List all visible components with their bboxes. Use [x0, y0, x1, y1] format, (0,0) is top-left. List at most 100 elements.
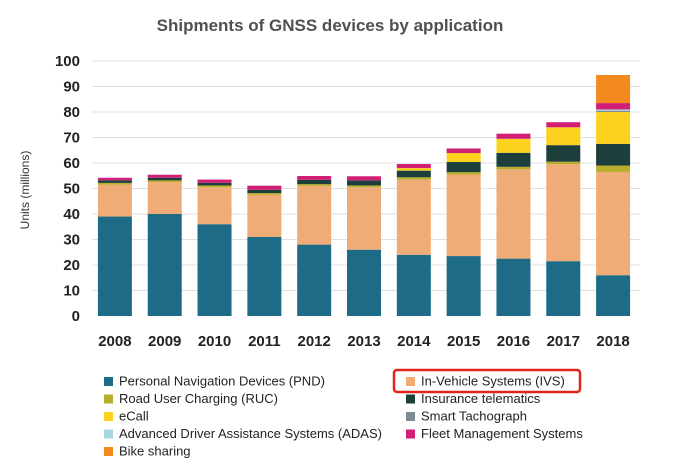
bar-segment [596, 112, 631, 144]
bar-segment [496, 138, 531, 153]
bar-segment [97, 182, 132, 185]
y-tick-label: 80 [63, 104, 80, 121]
bar-segment [546, 145, 581, 162]
bar-segment [496, 169, 531, 259]
bar-segment [197, 179, 232, 183]
bar-segment [596, 165, 631, 172]
bar-segment [197, 224, 232, 316]
bar-segment [446, 148, 481, 154]
legend-label: Personal Navigation Devices (PND) [119, 374, 325, 389]
bar-segment [546, 161, 581, 165]
bar-segment [596, 110, 631, 112]
legend-swatch [406, 394, 415, 404]
bar-segment [247, 236, 282, 316]
legend-swatch [406, 429, 415, 439]
bar-segment [546, 164, 581, 262]
bar-segment [297, 179, 332, 185]
legend-label: In-Vehicle Systems (IVS) [421, 374, 565, 389]
x-tick-label: 2013 [347, 333, 380, 350]
bar-segment [546, 261, 581, 316]
bar-segment [297, 184, 332, 186]
x-tick-labels: 2008 2009 2010 2011 2012 2013 2014 2015 2016 2017… [98, 333, 630, 350]
legend-label: Advanced Driver Assistance Systems (ADAS… [119, 426, 382, 441]
bar-segment [496, 258, 531, 316]
legend-label: eCall [119, 409, 149, 424]
bar-segment [147, 177, 182, 181]
bar-segment [147, 214, 182, 316]
bar-segment [297, 176, 332, 180]
bar-segment [297, 244, 332, 316]
legend-swatch [104, 429, 113, 439]
x-tick-label: 2014 [397, 333, 431, 350]
bar-segment [446, 161, 481, 173]
x-tick-label: 2016 [497, 333, 530, 350]
legend: Personal Navigation Devices (PND) In-Vehi… [104, 368, 583, 459]
legend-label: Road User Charging (RUC) [119, 391, 278, 406]
bar-segment [396, 179, 431, 255]
legend-swatch [104, 394, 113, 404]
y-tick-labels: 0 10 20 30 40 50 60 70 80 90 100 [55, 53, 80, 325]
bar-segment [396, 168, 431, 171]
bar-segment [396, 177, 431, 180]
x-tick-label: 2018 [596, 333, 629, 350]
bar-segment [347, 176, 381, 181]
bar-segment [97, 184, 132, 217]
y-tick-label: 10 [63, 283, 80, 300]
bar-segment [347, 249, 381, 316]
bar-segment [596, 171, 631, 276]
y-tick-label: 50 [63, 181, 80, 198]
bar-segment [496, 166, 531, 170]
x-tick-label: 2011 [248, 333, 281, 350]
bar-segment [247, 193, 282, 195]
bar-segment [396, 170, 431, 178]
bar-segment [347, 187, 381, 250]
bars [97, 75, 631, 316]
bar-segment [596, 109, 631, 111]
y-tick-label: 40 [63, 206, 80, 223]
bar-segment [496, 152, 531, 167]
legend-label: Insurance telematics [421, 391, 541, 406]
legend-swatch [406, 377, 415, 386]
bar-segment [197, 185, 232, 188]
bar-segment [247, 185, 282, 190]
y-tick-label: 60 [63, 155, 80, 172]
bar-segment [546, 122, 581, 128]
y-tick-label: 20 [63, 257, 80, 274]
bar-segment [147, 182, 182, 214]
bar-segment [147, 174, 182, 178]
y-tick-label: 0 [72, 308, 80, 325]
bar-segment [347, 180, 381, 186]
bar-segment [596, 103, 631, 110]
bar-segment [496, 133, 531, 139]
x-tick-label: 2015 [447, 333, 480, 350]
bar-segment [596, 75, 631, 104]
legend-label: Smart Tachograph [421, 409, 527, 424]
x-tick-label: 2008 [98, 333, 131, 350]
bar-segment [97, 177, 132, 181]
bar-segment [446, 174, 481, 257]
legend-swatch [104, 377, 113, 386]
bar-segment [396, 254, 431, 316]
legend-swatch [104, 412, 113, 421]
x-tick-label: 2017 [547, 333, 580, 350]
bar-segment [297, 185, 332, 245]
bar-segment [446, 256, 481, 316]
bar-segment [197, 187, 232, 225]
x-tick-label: 2012 [297, 333, 330, 350]
legend-swatch [406, 412, 415, 421]
x-tick-label: 2010 [198, 333, 231, 350]
bar-segment [347, 185, 381, 188]
bar-segment [396, 164, 431, 169]
bar-segment [446, 153, 481, 162]
legend-highlight-box [392, 368, 582, 394]
bar-segment [596, 275, 631, 316]
x-tick-label: 2009 [148, 333, 181, 350]
y-tick-label: 100 [55, 53, 80, 70]
legend-swatch [104, 447, 113, 456]
y-tick-label: 70 [63, 130, 80, 147]
bar-segment [97, 180, 132, 183]
bar-segment [596, 143, 631, 166]
bar-segment [247, 189, 282, 194]
chart-title: Shipments of GNSS devices by application [157, 16, 504, 35]
